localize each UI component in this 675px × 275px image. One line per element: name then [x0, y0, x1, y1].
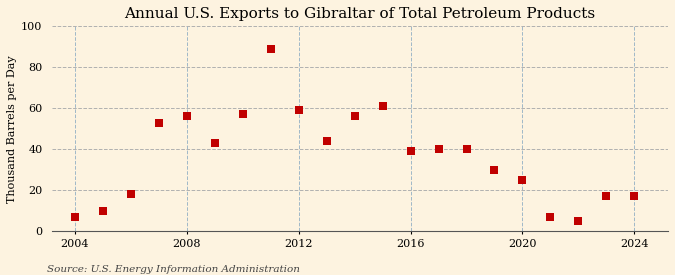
Point	[125, 192, 136, 196]
Point	[237, 112, 248, 117]
Point	[489, 167, 500, 172]
Point	[433, 147, 444, 152]
Point	[349, 114, 360, 119]
Point	[265, 47, 276, 51]
Point	[70, 214, 80, 219]
Point	[629, 194, 640, 199]
Point	[573, 219, 584, 223]
Point	[321, 139, 332, 143]
Point	[601, 194, 612, 199]
Text: Source: U.S. Energy Information Administration: Source: U.S. Energy Information Administ…	[47, 265, 300, 274]
Point	[405, 149, 416, 153]
Title: Annual U.S. Exports to Gibraltar of Total Petroleum Products: Annual U.S. Exports to Gibraltar of Tota…	[125, 7, 596, 21]
Point	[377, 104, 388, 108]
Point	[545, 214, 556, 219]
Point	[41, 219, 52, 223]
Point	[517, 178, 528, 182]
Point	[209, 141, 220, 145]
Point	[293, 108, 304, 112]
Point	[97, 208, 108, 213]
Y-axis label: Thousand Barrels per Day: Thousand Barrels per Day	[7, 55, 17, 202]
Point	[153, 120, 164, 125]
Point	[461, 147, 472, 152]
Point	[181, 114, 192, 119]
